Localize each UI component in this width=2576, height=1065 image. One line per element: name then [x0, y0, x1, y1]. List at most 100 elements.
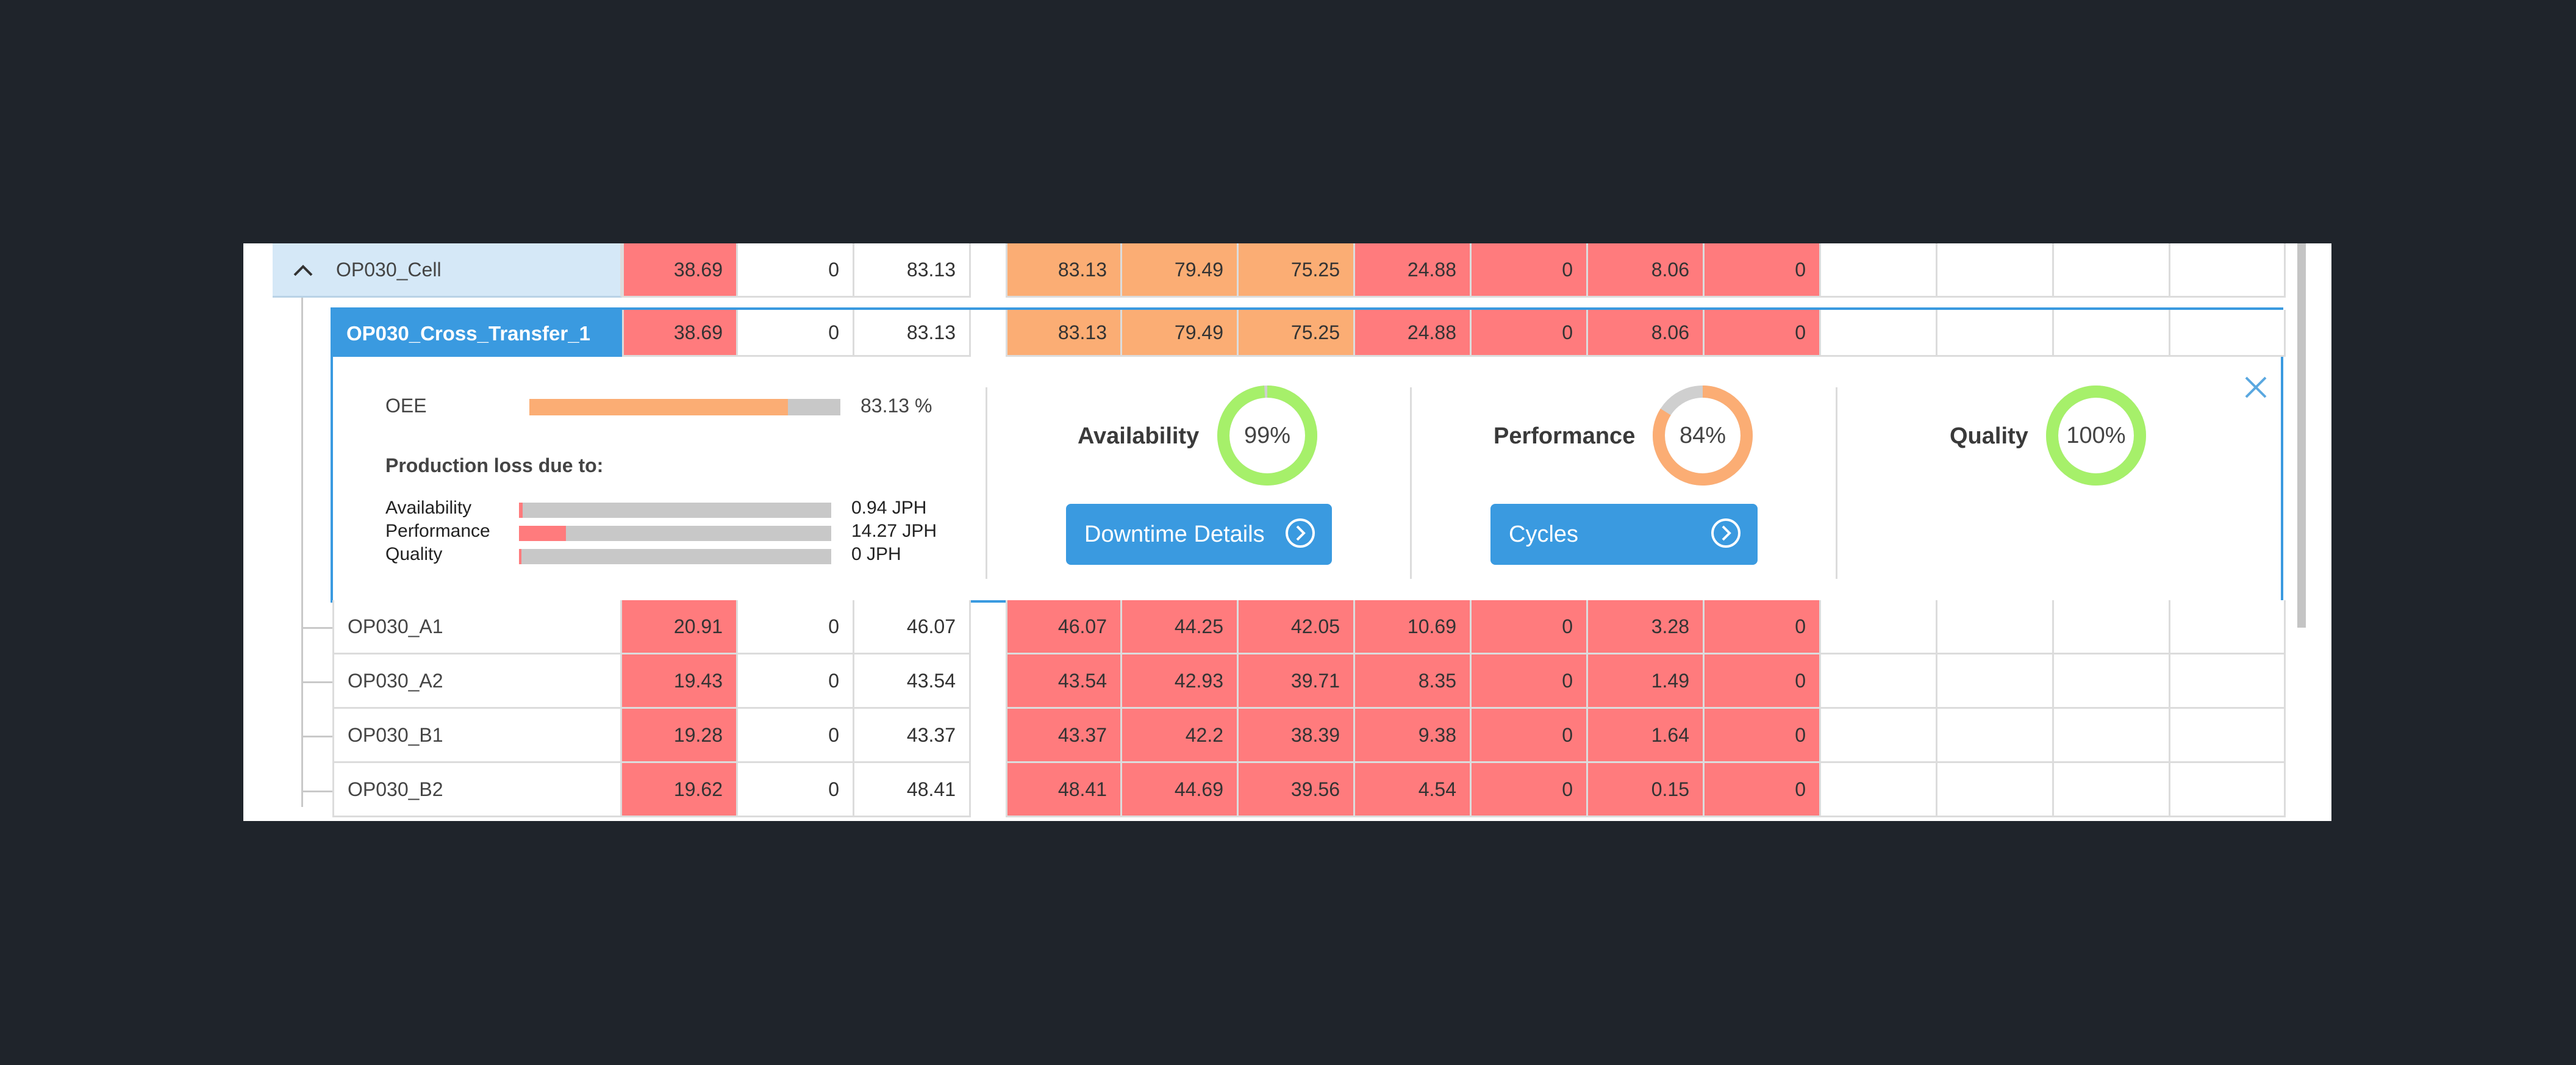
oee-label: OEE — [385, 395, 427, 417]
child-row-cell-5: 42.93 — [1122, 654, 1239, 709]
selected-row-cell-2: 0 — [738, 310, 854, 357]
quality-label: Quality — [1950, 423, 2028, 449]
child-row-cell-9: 0.15 — [1588, 763, 1705, 817]
chevron-up-icon[interactable] — [291, 260, 315, 279]
parent-row-cell-10: 0 — [1705, 243, 1821, 298]
child-row-cell-11 — [1821, 763, 1937, 817]
loss-bar-availability-fill — [519, 503, 523, 518]
performance-label: Performance — [1494, 423, 1636, 449]
selected-row-cell-1: 38.69 — [622, 310, 738, 357]
child-row-cell-9: 3.28 — [1588, 600, 1705, 654]
loss-title: Production loss due to: — [385, 454, 604, 476]
quality-donut: 100% — [2044, 384, 2148, 487]
parent-row-cell-4: 83.13 — [1006, 243, 1122, 298]
availability-donut: 99% — [1215, 384, 1319, 487]
selected-row-cell-12 — [1937, 310, 2054, 357]
child-row-cell-10: 0 — [1705, 654, 1821, 709]
parent-row-cell-12 — [1937, 243, 2054, 298]
selected-row-cell-9: 8.06 — [1588, 310, 1705, 357]
cycles-button[interactable]: Cycles — [1490, 504, 1758, 565]
quality-value: 100% — [2066, 422, 2126, 448]
child-row-cell-3: 43.37 — [854, 709, 971, 763]
donut-arc — [1217, 385, 1317, 486]
child-row-cell-8: 0 — [1472, 600, 1588, 654]
vertical-scrollbar[interactable] — [2297, 243, 2306, 628]
tree-line-branch-b2 — [301, 791, 332, 792]
selected-row-cell-6: 75.25 — [1239, 310, 1355, 357]
tree-line-branch-a2 — [301, 681, 332, 683]
child-row-cell-2: 0 — [738, 600, 854, 654]
selected-row-cell-13 — [2054, 310, 2170, 357]
status-dot-icon — [1021, 327, 1036, 342]
child-row-cell-2: 0 — [738, 654, 854, 709]
child-row-cell-3: 46.07 — [854, 600, 971, 654]
child-row-name-cell[interactable]: OP030_A1 — [332, 600, 622, 654]
selected-row-name-cell[interactable]: OP030_Cross_Transfer_1 — [333, 310, 622, 357]
availability-label: Availability — [1078, 423, 1200, 449]
loss-value-quality: 0 JPH — [851, 544, 901, 564]
downtime-details-button[interactable]: Downtime Details — [1066, 504, 1332, 565]
child-row-cell-5: 42.2 — [1122, 709, 1239, 763]
child-row-cell-6: 42.05 — [1239, 600, 1355, 654]
child-row-cell-1: 20.91 — [622, 600, 738, 654]
child-row-name-cell[interactable]: OP030_B1 — [332, 709, 622, 763]
child-row-cell-7: 8.35 — [1355, 654, 1472, 709]
tree-line-vertical — [301, 296, 303, 807]
selected-row-cell-7: 24.88 — [1355, 310, 1472, 357]
child-row-cell-4: 43.54 — [1006, 654, 1122, 709]
child-row-cell-3: 43.54 — [854, 654, 971, 709]
child-row-cell-2: 0 — [738, 763, 854, 817]
child-row-cell-5: 44.25 — [1122, 600, 1239, 654]
selected-row-cell-10: 0 — [1705, 310, 1821, 357]
child-row-cell-8: 0 — [1472, 709, 1588, 763]
detail-separator-3 — [1836, 387, 1837, 579]
child-row-cell-12 — [1937, 709, 2054, 763]
child-row-cell-2: 0 — [738, 709, 854, 763]
child-row-cell-6: 39.56 — [1239, 763, 1355, 817]
child-row-cell-9: 1.49 — [1588, 654, 1705, 709]
loss-bar-performance — [519, 526, 831, 541]
downtime-details-label: Downtime Details — [1084, 521, 1265, 547]
parent-row-cell-14 — [2170, 243, 2286, 298]
selected-row-cell-14 — [2170, 310, 2286, 357]
loss-value-performance: 14.27 JPH — [851, 521, 937, 541]
child-row-cell-6: 39.71 — [1239, 654, 1355, 709]
selected-row-name: OP030_Cross_Transfer_1 — [346, 321, 590, 345]
performance-value: 84% — [1679, 422, 1726, 448]
child-row-cell-1: 19.28 — [622, 709, 738, 763]
child-row-cell-10: 0 — [1705, 600, 1821, 654]
loss-bar-quality-fill — [519, 549, 522, 564]
close-icon[interactable] — [2242, 374, 2269, 401]
loss-bar-availability — [519, 503, 831, 518]
child-row-cell-4: 48.41 — [1006, 763, 1122, 817]
child-row-cell-7: 10.69 — [1355, 600, 1472, 654]
child-row-name: OP030_B2 — [348, 778, 443, 800]
child-row-cell-12 — [1937, 600, 2054, 654]
child-row-cell-1: 19.62 — [622, 763, 738, 817]
child-row-name-cell[interactable]: OP030_B2 — [332, 763, 622, 817]
loss-bar-performance-fill — [519, 526, 566, 541]
chevron-right-circle-icon — [1711, 518, 1741, 548]
child-row-cell-14 — [2170, 600, 2286, 654]
child-row-cell-3: 48.41 — [854, 763, 971, 817]
parent-row-cell-6: 75.25 — [1239, 243, 1355, 298]
loss-label-availability: Availability — [385, 498, 472, 518]
child-row-name: OP030_A1 — [348, 615, 443, 637]
child-row-name-cell[interactable]: OP030_A2 — [332, 654, 622, 709]
loss-value-availability: 0.94 JPH — [851, 498, 927, 518]
tree-line-branch-a1 — [301, 627, 332, 629]
loss-bar-quality — [519, 549, 831, 564]
child-row-cell-8: 0 — [1472, 763, 1588, 817]
child-row-cell-4: 46.07 — [1006, 600, 1122, 654]
child-row-cell-13 — [2054, 654, 2170, 709]
child-row-cell-5: 44.69 — [1122, 763, 1239, 817]
child-row-name: OP030_B1 — [348, 723, 443, 746]
donut-arc — [2046, 385, 2146, 486]
parent-row-name-cell[interactable]: OP030_Cell — [273, 243, 622, 298]
child-row-cell-14 — [2170, 709, 2286, 763]
child-row-cell-4: 43.37 — [1006, 709, 1122, 763]
child-row-cell-8: 0 — [1472, 654, 1588, 709]
child-row-cell-12 — [1937, 654, 2054, 709]
machine-table-panel: OP030_Cell 38.69 0 83.13 83.13 79.49 75.25 24.… — [243, 243, 2331, 821]
child-row-cell-10: 0 — [1705, 709, 1821, 763]
